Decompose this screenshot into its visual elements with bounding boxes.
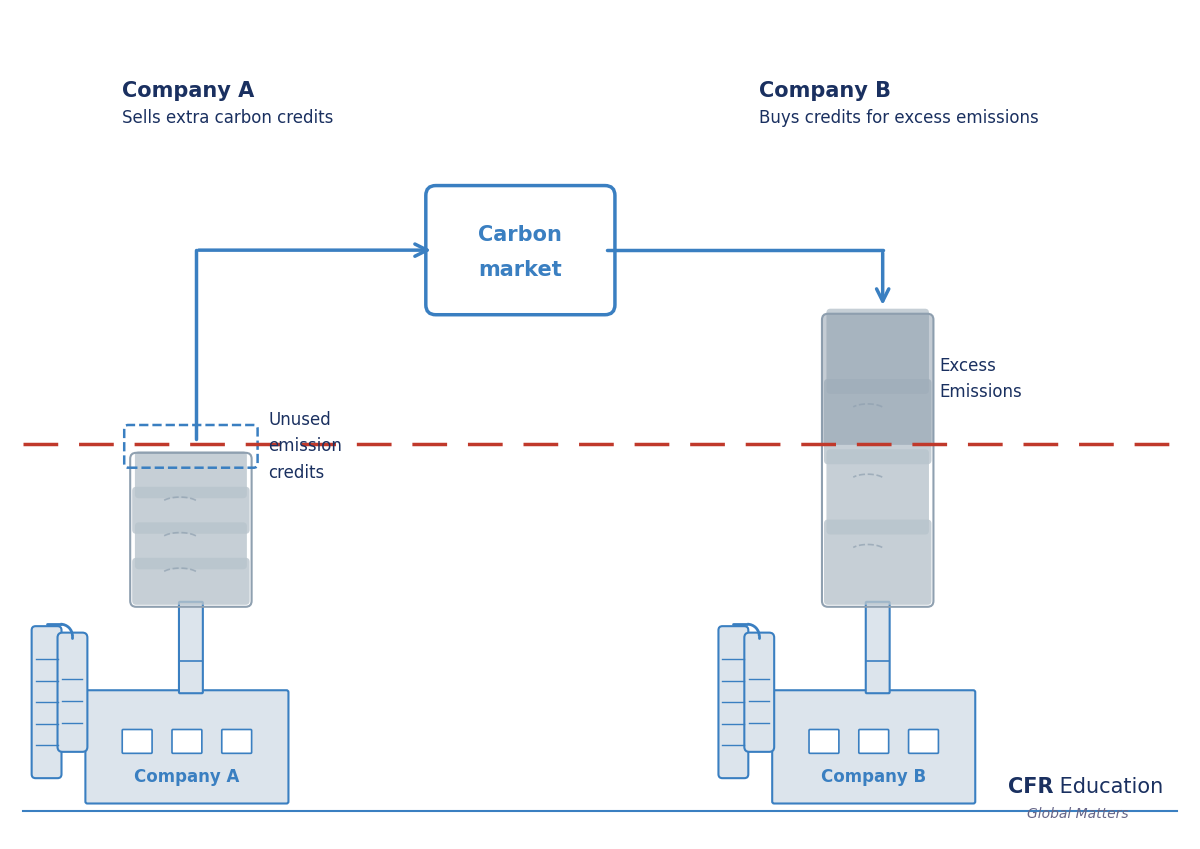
FancyBboxPatch shape [85, 690, 288, 803]
FancyBboxPatch shape [827, 309, 929, 394]
FancyBboxPatch shape [58, 633, 88, 752]
FancyBboxPatch shape [772, 690, 976, 803]
Text: Global Matters: Global Matters [1027, 807, 1128, 822]
FancyBboxPatch shape [827, 449, 929, 535]
FancyBboxPatch shape [426, 186, 614, 315]
Text: Excess
Emissions: Excess Emissions [940, 357, 1022, 402]
FancyBboxPatch shape [222, 729, 252, 753]
FancyBboxPatch shape [822, 314, 934, 445]
FancyBboxPatch shape [132, 486, 250, 534]
Text: Unused
emission
credits: Unused emission credits [269, 411, 342, 481]
Text: Education: Education [1052, 777, 1163, 796]
FancyBboxPatch shape [122, 729, 152, 753]
Text: Buys credits for excess emissions: Buys credits for excess emissions [760, 109, 1039, 127]
Text: market: market [479, 260, 563, 280]
FancyBboxPatch shape [859, 729, 889, 753]
FancyBboxPatch shape [824, 520, 931, 604]
Text: Company A: Company A [122, 82, 254, 101]
FancyBboxPatch shape [134, 522, 247, 570]
FancyBboxPatch shape [179, 602, 203, 694]
Text: Carbon: Carbon [479, 225, 563, 245]
Text: Company A: Company A [134, 768, 240, 786]
FancyBboxPatch shape [908, 729, 938, 753]
FancyBboxPatch shape [31, 627, 61, 779]
Text: Company B: Company B [821, 768, 926, 786]
FancyBboxPatch shape [824, 379, 931, 464]
Text: Sells extra carbon credits: Sells extra carbon credits [122, 109, 334, 127]
FancyBboxPatch shape [132, 558, 250, 604]
FancyBboxPatch shape [134, 452, 247, 498]
FancyBboxPatch shape [809, 729, 839, 753]
FancyBboxPatch shape [865, 602, 889, 694]
FancyBboxPatch shape [744, 633, 774, 752]
FancyBboxPatch shape [719, 627, 749, 779]
Text: Company B: Company B [760, 82, 892, 101]
FancyBboxPatch shape [172, 729, 202, 753]
Text: CFR: CFR [1008, 777, 1054, 796]
